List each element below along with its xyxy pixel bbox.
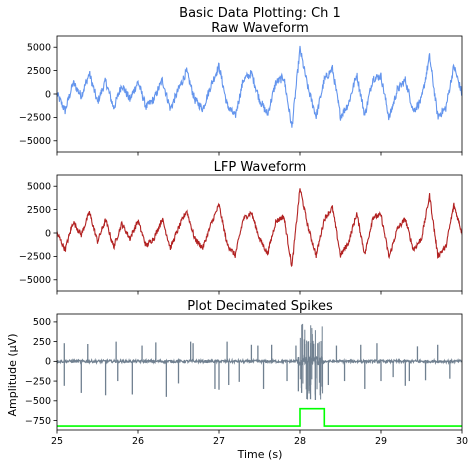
y-tick-label: 250 — [33, 337, 51, 348]
series-group — [57, 323, 462, 427]
y-tick-label: 0 — [45, 228, 51, 239]
axes-frame — [56, 174, 463, 292]
axes-frame — [56, 313, 463, 431]
y-tick-label: −750 — [25, 416, 51, 427]
x-tick-label: 29 — [375, 436, 387, 447]
y-tick-label: 5000 — [27, 43, 51, 54]
raw-waveform-title: Raw Waveform — [211, 21, 308, 36]
y-tick-label: −5000 — [19, 136, 51, 147]
raw-waveform-plot: −5000 −2500 0 2500 5000 — [19, 35, 463, 156]
x-tick-label: 25 — [51, 436, 63, 447]
series-group — [57, 188, 462, 268]
raw-waveform-panel: Raw Waveform −5000 −2500 0 2500 5000 — [19, 21, 463, 156]
y-tick-label: 0 — [45, 357, 51, 368]
y-tick-label: −2500 — [19, 113, 51, 124]
spikes-title: Plot Decimated Spikes — [187, 299, 333, 314]
lfp-waveform-panel: LFP Waveform −5000 −2500 0 2500 5000 — [19, 160, 463, 295]
spike-baseline — [57, 354, 462, 366]
x-tick-label: 27 — [213, 436, 225, 447]
stim-trace — [57, 407, 462, 427]
x-tick-label: 28 — [294, 436, 306, 447]
y-tick-label: −2500 — [19, 252, 51, 263]
y-tick-label: 5000 — [27, 182, 51, 193]
y-tick-label: 500 — [33, 317, 51, 328]
spikes-y-axis-label: Amplitude (μV) — [6, 334, 19, 417]
spikes-x-axis-label: Time (s) — [237, 448, 283, 461]
x-tick-label: 26 — [132, 436, 144, 447]
lfp-waveform-plot: −5000 −2500 0 2500 5000 — [19, 174, 463, 295]
y-tick-label: −250 — [25, 376, 51, 387]
y-tick-label: 2500 — [27, 66, 51, 77]
waveform-line-0 — [57, 188, 462, 268]
waveform-line-0 — [57, 45, 462, 128]
y-tick-label: −5000 — [19, 275, 51, 286]
y-tick-label: 0 — [45, 89, 51, 100]
y-tick-label: −500 — [25, 396, 51, 407]
figure-suptitle: Basic Data Plotting: Ch 1 — [179, 6, 341, 21]
x-tick-label: 30 — [456, 436, 468, 447]
spikes-panel: Plot Decimated Spikes −750 −500 −250 0 250 50… — [6, 299, 468, 461]
lfp-waveform-title: LFP Waveform — [214, 160, 307, 175]
y-tick-label: 2500 — [27, 205, 51, 216]
spikes-plot: −750 −500 −250 0 250 500 25 26 27 28 29 30 — [25, 313, 468, 447]
series-group — [57, 45, 462, 128]
